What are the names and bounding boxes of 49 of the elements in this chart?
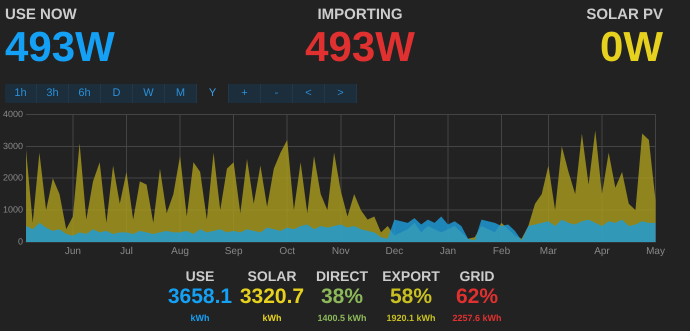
x-tick-label: Aug [171,246,189,257]
text: 3320.7 [240,285,304,309]
x-tick-label: Oct [279,246,296,257]
text: 0W [600,23,663,71]
text: M [165,84,197,103]
text: SOLAR PV [586,6,663,23]
text: D [101,84,133,103]
text: < [293,84,325,103]
x-tick-label: Dec [385,246,404,257]
text: 62% [456,285,498,309]
x-tick-label: Nov [332,246,350,257]
y-tick-label: 3000 [2,140,24,151]
y-tick-label: 1000 [2,204,24,215]
text: kWh [190,313,210,323]
text: 1h [5,84,37,103]
text: 2257.6 kWh [452,313,502,323]
text: W [133,84,165,103]
x-tick-label: Jun [64,246,81,257]
x-tick-label: Apr [594,246,610,257]
text: 493W [5,23,115,71]
x-tick-label: Jul [120,246,133,257]
text: DIRECT [316,268,368,284]
text: USE NOW [5,6,77,23]
x-tick-label: May [646,246,666,257]
text: > [325,84,357,103]
text: 6h [69,84,101,103]
text: 1920.1 kWh [386,313,436,323]
text: 3h [37,84,69,103]
x-tick-label: Mar [540,246,558,257]
text: 38% [320,285,364,309]
text: SOLAR [248,268,296,284]
x-tick-label: Feb [492,246,511,257]
text: 1400.5 kWh [317,313,367,323]
y-tick-label: 2000 [2,172,24,183]
text: GRID [460,268,494,284]
x-tick-label: Sep [224,246,243,257]
text: + [229,84,261,103]
text: 58% [390,285,432,309]
text: USE [186,268,214,284]
text: IMPORTING [318,6,402,23]
text: 3658.1 [168,285,232,309]
text: - [261,84,293,103]
text: 493W [305,23,415,71]
text: Y [197,84,229,103]
y-tick-label: 0 [18,236,24,246]
x-tick-label: Jan [440,246,456,257]
text: kWh [262,313,282,323]
text: EXPORT [382,268,440,284]
y-tick-label: 4000 [2,108,24,119]
